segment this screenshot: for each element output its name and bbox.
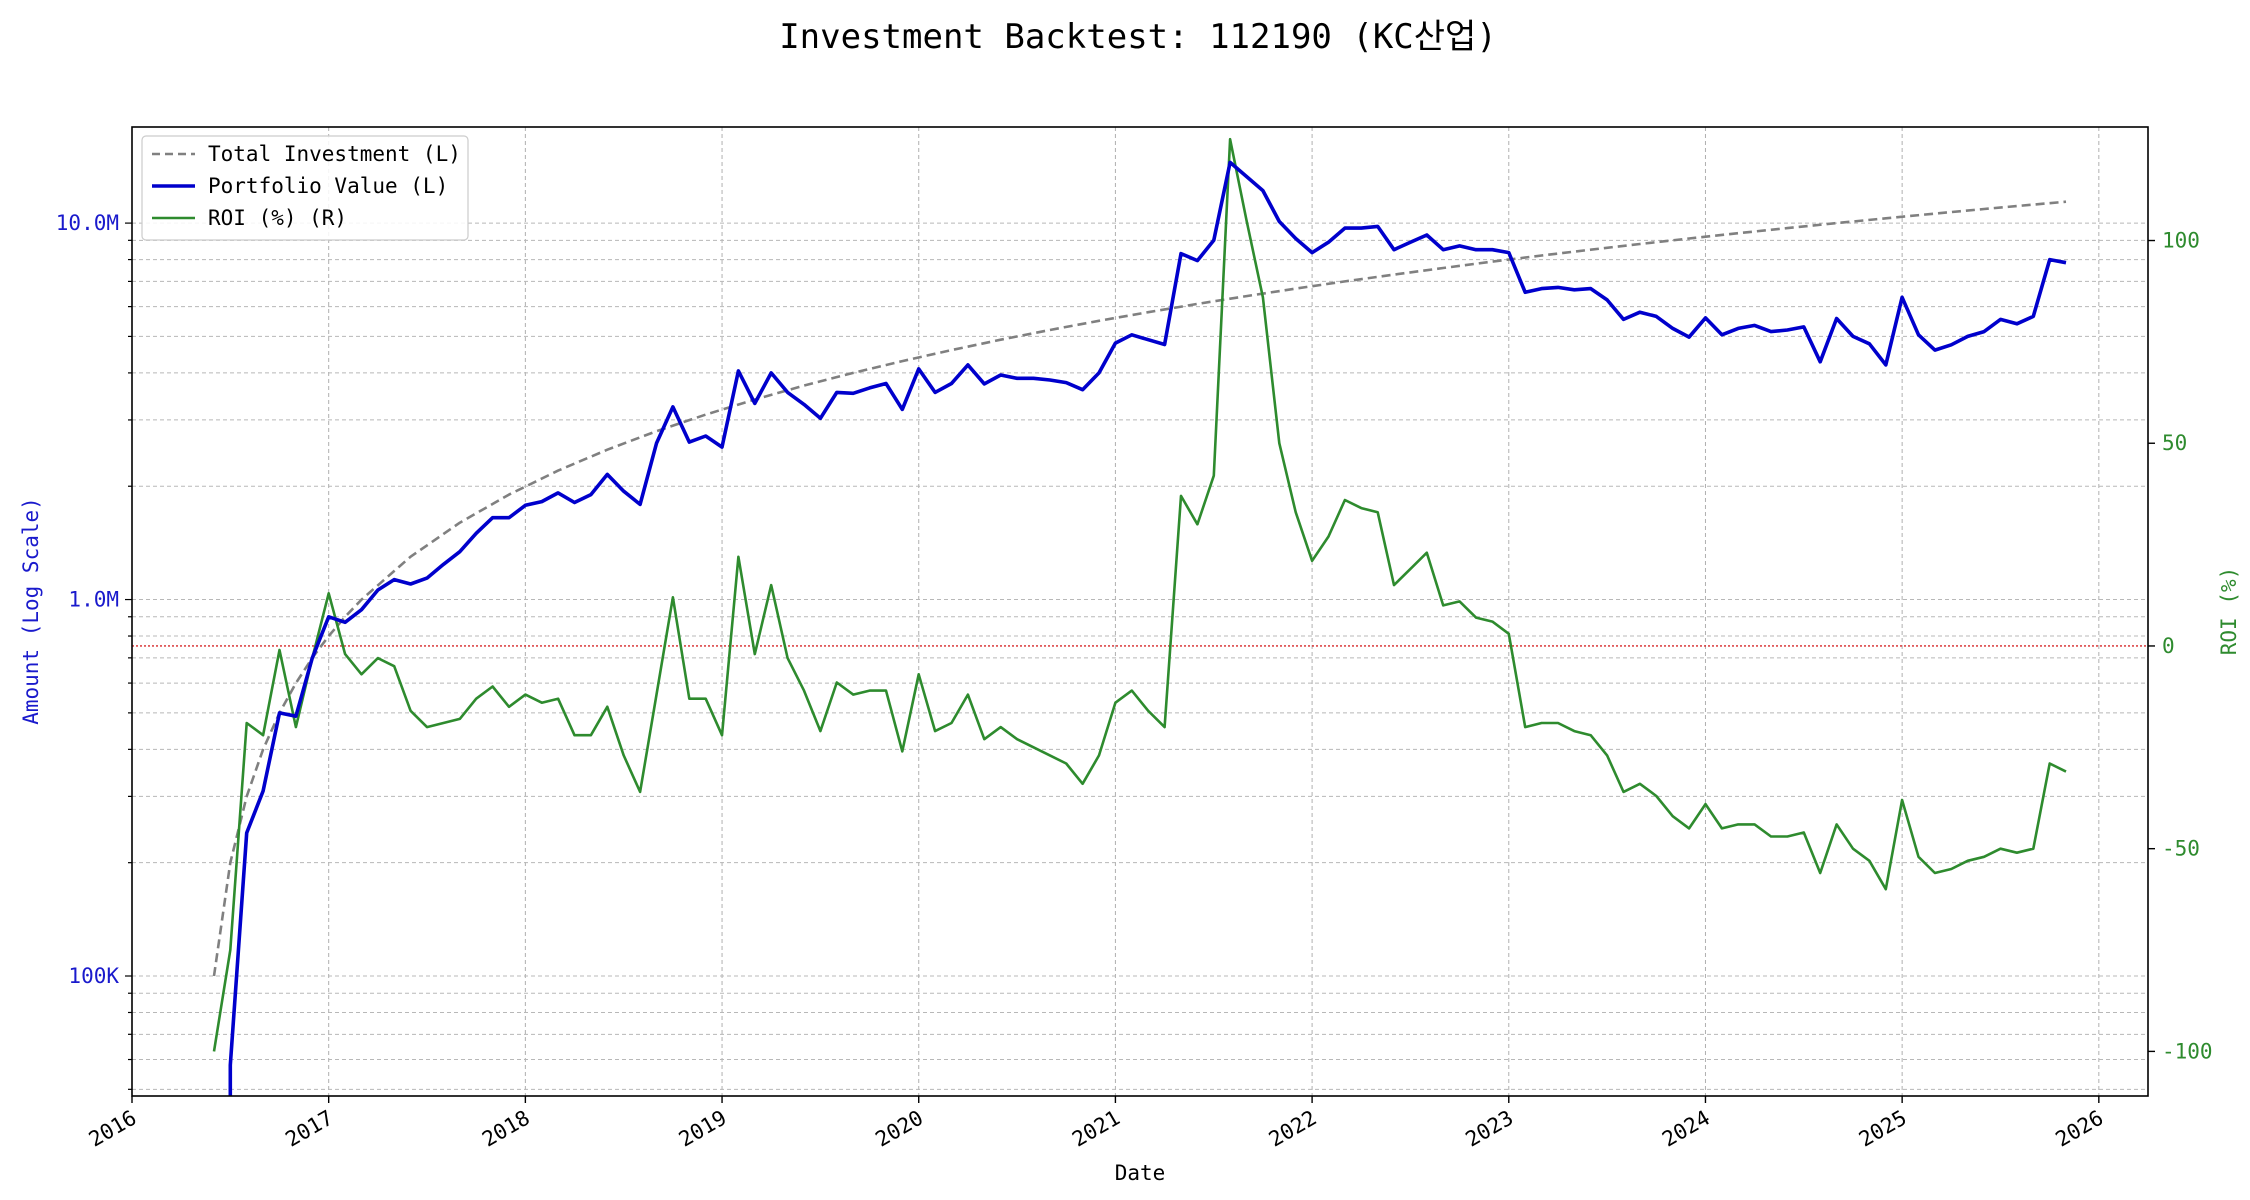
series-lines [212,137,2067,1096]
legend-entry-label: ROI (%) (R) [208,206,347,230]
left-axis-label: Amount (Log Scale) [19,497,43,725]
right-tick-label: 100 [2162,229,2200,253]
x-tick-label: 2019 [675,1106,731,1152]
right-tick-label: 50 [2162,431,2187,455]
left-tick-label: 100K [68,964,119,988]
total-investment-line [212,200,2067,977]
left-tick-label: 10.0M [56,211,119,235]
legend-entry-label: Total Investment (L) [208,142,461,166]
x-tick-label: 2026 [2052,1106,2108,1152]
legend-entry-label: Portfolio Value (L) [208,174,448,198]
legend: Total Investment (L) Portfolio Value (L) R… [141,135,469,241]
left-tick-label: 1.0M [68,588,119,612]
plot-frame [131,126,2149,1097]
x-tick-label: 2023 [1461,1106,1517,1152]
x-tick-label: 2016 [85,1106,141,1152]
x-axis-ticks: 2016 2017 2018 2019 2020 2021 2022 2023 2024 2025… [85,1096,2108,1152]
x-tick-label: 2024 [1658,1106,1714,1152]
grid-lines [131,127,2148,1096]
portfolio-value-line [228,160,2067,1096]
right-axis-ticks: -100 -50 0 50 100 [2148,229,2213,1063]
legend-box [141,135,469,241]
x-tick-label: 2017 [281,1106,337,1152]
right-tick-label: 0 [2162,634,2175,658]
x-tick-label: 2022 [1265,1106,1321,1152]
roi-line [212,137,2067,1052]
right-tick-label: -100 [2162,1039,2213,1063]
chart-title: Investment Backtest: 112190 (KC산업) [779,17,1497,57]
left-axis-ticks: 100K 1.0M 10.0M [56,211,132,1090]
right-axis-label: ROI (%) [2217,567,2241,656]
right-tick-label: -50 [2162,837,2200,861]
x-tick-label: 2020 [871,1106,927,1152]
x-tick-label: 2021 [1068,1106,1124,1152]
x-tick-label: 2018 [478,1106,534,1152]
x-tick-label: 2025 [1855,1106,1911,1152]
x-axis-label: Date [1115,1161,1166,1185]
